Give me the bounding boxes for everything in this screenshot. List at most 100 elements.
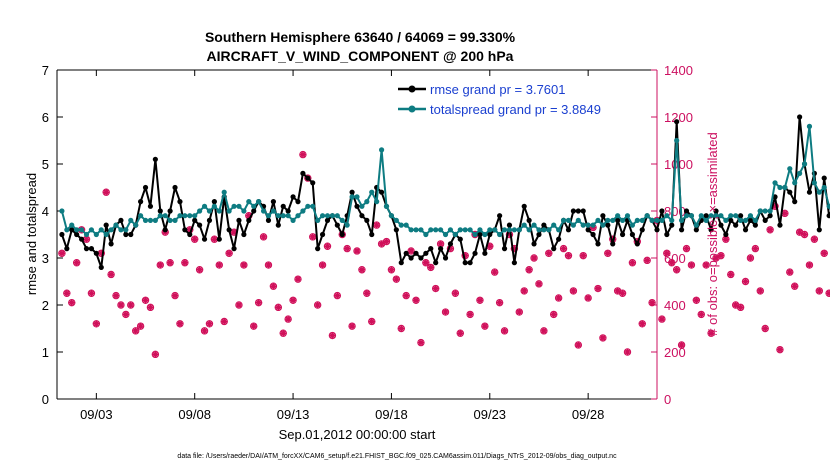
obs-assimilated-point (235, 301, 243, 309)
rmse-point (108, 241, 114, 247)
spread-point (551, 222, 557, 228)
spread-point (438, 227, 444, 233)
rmse-point (59, 231, 65, 238)
rmse-point (201, 236, 208, 242)
spread-point (423, 231, 429, 238)
spread-point (728, 213, 734, 219)
rmse-point (398, 260, 404, 266)
obs-assimilated-point (629, 259, 636, 267)
rmse-point (423, 250, 429, 256)
rmse-point (777, 222, 783, 228)
obs-assimilated-point (255, 299, 263, 307)
rmse-point (241, 231, 247, 238)
obs-assimilated-point (540, 327, 548, 335)
spread-point (782, 184, 788, 191)
chart-subtitle: AIRCRAFT_V_WIND_COMPONENT @ 200 hPa (207, 48, 514, 64)
rmse-point (747, 217, 754, 223)
spread-point (639, 217, 645, 223)
obs-assimilated-point (825, 289, 830, 297)
obs-assimilated-point (92, 320, 100, 328)
obs-assimilated-point (63, 289, 71, 297)
spread-point (206, 208, 213, 214)
spread-point (374, 199, 380, 205)
rmse-point (615, 217, 621, 223)
rmse-point (610, 241, 616, 247)
obs-assimilated-point (127, 301, 135, 309)
obs-assimilated-point (250, 322, 258, 330)
obs-assimilated-point (142, 296, 149, 304)
obs-assimilated-point (83, 235, 90, 243)
y-tick-label: 0 (42, 392, 49, 407)
spread-point (615, 213, 621, 219)
spread-point (467, 227, 473, 233)
obs-assimilated-point (501, 327, 508, 335)
spread-point (590, 222, 596, 228)
rmse-point (359, 213, 365, 219)
rmse-point (718, 222, 724, 228)
x-tick-label: 09/23 (474, 407, 507, 422)
obs-assimilated-point (491, 268, 499, 276)
rmse-point (128, 231, 134, 238)
obs-assimilated-point (274, 303, 282, 311)
rmse-point (462, 260, 468, 266)
rmse-point (447, 241, 454, 247)
obs-assimilated-point (771, 202, 779, 210)
spread-point (703, 217, 709, 223)
rmse-point (393, 227, 399, 233)
rmse-point (619, 231, 626, 238)
spread-point (718, 213, 724, 219)
rmse-point (138, 199, 144, 205)
rmse-point (526, 217, 532, 223)
obs-assimilated-point (648, 299, 656, 307)
obs-assimilated-point (137, 322, 145, 330)
obs-assimilated-point (761, 325, 769, 332)
obs-assimilated-point (437, 240, 445, 248)
obs-assimilated-point (727, 271, 735, 278)
spread-point (772, 180, 778, 186)
obs-assimilated-point (166, 259, 174, 267)
spread-point (678, 217, 685, 223)
spread-point (349, 194, 355, 200)
y-right-tick-label: 400 (664, 298, 686, 313)
spread-point (177, 213, 183, 219)
y-tick-label: 1 (42, 345, 49, 360)
spread-point (723, 217, 729, 223)
spread-point (133, 222, 139, 228)
rmse-point (187, 231, 193, 238)
obs-assimilated-point (638, 320, 646, 328)
obs-assimilated-point (206, 320, 213, 328)
y-tick-label: 2 (42, 298, 49, 313)
rmse-point (428, 246, 434, 252)
spread-point (138, 213, 144, 219)
spread-point (197, 208, 203, 214)
spread-point (270, 208, 276, 214)
obs-assimilated-point (525, 266, 533, 274)
obs-assimilated-point (766, 226, 774, 234)
legend-rmse-label: rmse grand pr = 3.7601 (430, 82, 566, 97)
rmse-point (216, 236, 222, 242)
rmse-point (600, 213, 606, 219)
spread-point (570, 222, 576, 228)
rmse-point (605, 222, 611, 228)
obs-assimilated-point (619, 289, 626, 297)
rmse-point (285, 208, 291, 214)
obs-assimilated-point (683, 245, 690, 252)
obs-assimilated-point (186, 226, 194, 234)
rmse-point (211, 199, 217, 205)
obs-assimilated-point (383, 238, 390, 245)
rmse-point (472, 250, 478, 256)
rmse-point (580, 208, 586, 214)
rmse-point (669, 222, 675, 228)
spread-point (792, 180, 798, 186)
x-axis-label: Sep.01,2012 00:00:00 start (279, 427, 436, 442)
rmse-point (226, 227, 232, 233)
plot-area (57, 70, 657, 399)
rmse-point (315, 246, 321, 252)
spread-point (762, 208, 768, 214)
obs-assimilated-point (191, 235, 199, 243)
obs-assimilated-point (697, 311, 705, 318)
rmse-point (123, 231, 129, 238)
data-file-footer: data file: /Users/raeder/DAI/ATM_forcXX/… (177, 453, 617, 460)
spread-point (629, 222, 636, 228)
